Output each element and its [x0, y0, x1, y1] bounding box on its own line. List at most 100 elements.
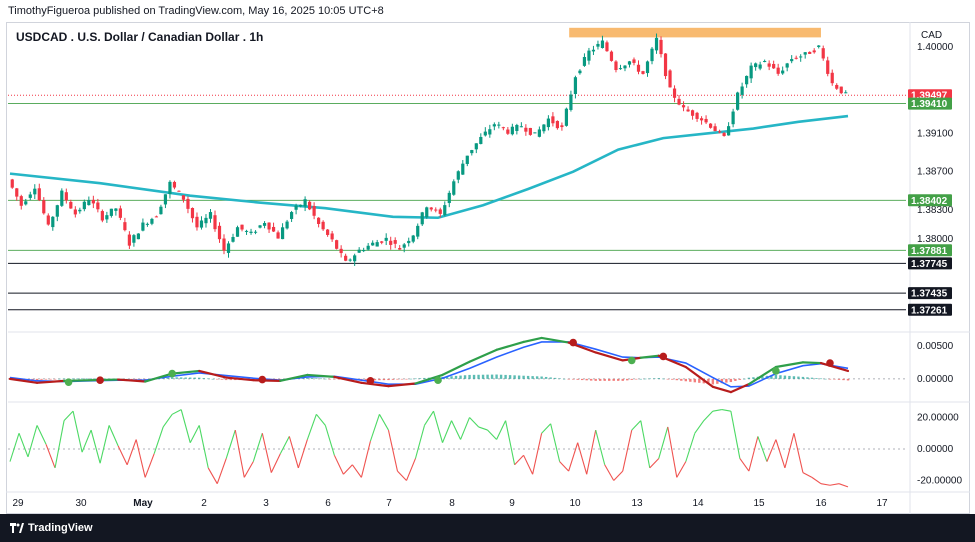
macd-histogram-bar [792, 376, 796, 379]
resistance-zone [569, 27, 821, 38]
candle-body [353, 255, 357, 262]
candle-body [78, 209, 82, 212]
oscillator-segment [469, 417, 479, 428]
candle-body [542, 124, 546, 132]
macd-histogram-bar [846, 378, 850, 381]
tradingview-logo[interactable]: TradingView [10, 522, 93, 534]
oscillator-segment [297, 439, 308, 469]
oscillator-segment [54, 420, 65, 469]
price-tick-label: 1.38700 [917, 167, 954, 178]
macd-cross-down-dot [826, 359, 834, 367]
macd-histogram-bar [139, 378, 142, 380]
candle-body [483, 131, 487, 136]
macd-histogram-bar [198, 377, 201, 379]
candle-body [366, 245, 370, 250]
macd-histogram-bar [693, 378, 697, 383]
candle-body [659, 39, 663, 55]
macd-histogram-bar [729, 378, 733, 383]
oscillator-segment [451, 420, 462, 440]
macd-histogram-bar [499, 374, 503, 379]
candle-body [231, 237, 235, 242]
candle-body [537, 129, 541, 137]
candle-body [280, 227, 285, 240]
candle-body [600, 40, 605, 49]
candle-body [479, 136, 483, 144]
macd-histogram-bar [774, 374, 778, 379]
oscillator-segment [685, 433, 696, 462]
macd-histogram-bar [391, 378, 395, 380]
oscillator-segment [135, 439, 146, 478]
candle-body [375, 242, 379, 247]
candle-body [150, 218, 154, 224]
candle-body [159, 206, 163, 215]
macd-histogram-bar [337, 378, 341, 380]
macd-histogram-bar [707, 378, 710, 384]
candle-body [96, 202, 100, 210]
oscillator-segment [595, 429, 606, 465]
macd-histogram-bar [44, 378, 48, 380]
candle-body [456, 171, 460, 180]
candle-body [722, 133, 726, 136]
candle-body [754, 63, 758, 68]
candle-body [844, 92, 848, 94]
candle-body [452, 181, 456, 195]
macd-cross-down-dot [258, 375, 267, 384]
candle-body [519, 126, 523, 128]
oscillator-segment [721, 409, 731, 412]
oscillator-segment [604, 464, 615, 481]
oscillator-segment [9, 433, 20, 462]
candle-body [127, 234, 131, 246]
oscillator-segment [72, 411, 83, 453]
candle-body [380, 241, 384, 243]
level-tag [908, 303, 952, 316]
oscillator-segment [631, 420, 642, 431]
candle-body [650, 48, 654, 62]
macd-histogram-bar [180, 377, 183, 379]
oscillator-segment [414, 425, 426, 459]
candle-body [42, 200, 46, 214]
macd-histogram-bar [495, 374, 498, 379]
macd-histogram-bar [684, 378, 688, 382]
macd-histogram-bar [801, 376, 805, 379]
macd-histogram-bar [522, 375, 525, 379]
macd-histogram-bar [698, 378, 701, 383]
macd-histogram-bar [130, 378, 133, 380]
macd-histogram-bar [549, 377, 552, 379]
macd-histogram-bar [562, 378, 566, 380]
candle-body [141, 222, 145, 231]
macd-histogram-bar [810, 377, 814, 379]
oscillator-tick-label: -20.00000 [917, 476, 962, 487]
macd-histogram-bar [752, 377, 755, 379]
brand-name: TradingView [28, 522, 93, 534]
macd-histogram-bar [657, 378, 660, 379]
macd-histogram-bar [477, 374, 480, 379]
macd-line-segment [8, 377, 39, 384]
candle-body [317, 217, 321, 224]
macd-histogram-bar [161, 378, 165, 379]
candle-body [501, 127, 505, 129]
level-tag-label: 1.39410 [911, 99, 948, 110]
oscillator-segment [270, 453, 281, 473]
oscillator-segment [748, 436, 759, 472]
candle-body [465, 155, 469, 164]
oscillator-segment [622, 429, 633, 472]
candle-body [253, 231, 258, 233]
macd-histogram-bar [301, 377, 305, 379]
candle-body [488, 129, 492, 135]
oscillator-segment [198, 425, 209, 469]
macd-histogram-bar [626, 378, 629, 381]
macd-histogram-bar [671, 378, 674, 380]
macd-line-segment [594, 351, 624, 362]
macd-line-segment [198, 369, 228, 379]
oscillator-segment [676, 461, 687, 478]
oscillator-segment [829, 483, 840, 486]
macd-histogram-bar [80, 378, 84, 380]
macd-histogram-bar [364, 378, 368, 381]
footer-bar: TradingView [0, 514, 975, 542]
candle-body [249, 231, 253, 233]
candle-body [497, 124, 501, 126]
macd-histogram-bar [58, 378, 61, 380]
candle-body [114, 208, 118, 211]
candle-body [736, 92, 740, 110]
